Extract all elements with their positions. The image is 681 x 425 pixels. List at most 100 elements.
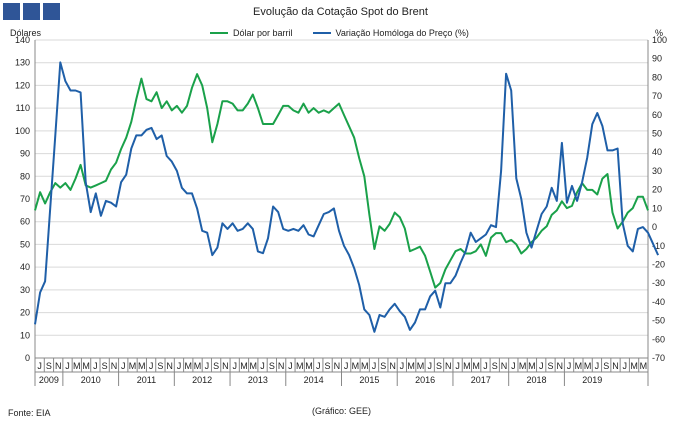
x-month-label: M [472, 361, 480, 371]
x-month-label: J [177, 361, 182, 371]
x-month-label: J [149, 361, 154, 371]
y-left-tick-label: 110 [16, 103, 30, 113]
header-square [3, 3, 20, 20]
y-left-tick-label: 130 [15, 58, 30, 68]
x-month-label: N [222, 361, 229, 371]
header-square [43, 3, 60, 20]
x-month-label: J [372, 361, 377, 371]
x-month-label: J [37, 361, 42, 371]
x-month-label: M [194, 361, 202, 371]
y-right-tick-label: 90 [652, 54, 662, 64]
y-right-tick-label: 30 [652, 166, 662, 176]
x-year-label: 2018 [527, 375, 547, 385]
x-year-label: 2013 [248, 375, 268, 385]
y-left-tick-label: 80 [20, 171, 30, 181]
y-right-tick-label: 80 [652, 72, 662, 82]
x-year-label: 2015 [359, 375, 379, 385]
x-month-label: J [483, 361, 488, 371]
y-right-tick-label: 100 [652, 35, 667, 45]
x-month-label: J [65, 361, 70, 371]
y-left-tick-label: 60 [20, 217, 30, 227]
x-month-label: M [417, 361, 425, 371]
x-month-label: M [361, 361, 369, 371]
x-month-label: N [612, 361, 619, 371]
x-year-label: 2012 [192, 375, 212, 385]
y-right-tick-label: -40 [652, 297, 665, 307]
x-month-label: J [623, 361, 628, 371]
y-right-tick-label: -50 [652, 316, 665, 326]
x-month-label: N [557, 361, 564, 371]
x-month-label: M [250, 361, 258, 371]
y-left-tick-label: 70 [20, 194, 30, 204]
x-month-label: M [575, 361, 583, 371]
x-month-label: J [121, 361, 126, 371]
y-left-tick-label: 20 [20, 308, 30, 318]
x-month-label: M [630, 361, 638, 371]
series-line-price [34, 73, 649, 289]
header-squares [3, 3, 60, 20]
x-month-label: M [519, 361, 527, 371]
left-axis-unit: Dólares [10, 28, 42, 38]
x-month-label: S [46, 361, 52, 371]
x-month-label: S [102, 361, 108, 371]
legend-swatch-price [210, 32, 228, 34]
x-year-label: 2016 [415, 375, 435, 385]
y-left-tick-label: 90 [20, 149, 30, 159]
y-left-tick-label: 40 [20, 262, 30, 272]
y-right-tick-label: 40 [652, 147, 662, 157]
legend-item-variation: Variação Homóloga do Preço (%) [312, 28, 469, 38]
x-month-label: S [325, 361, 331, 371]
x-month-label: M [463, 361, 471, 371]
y-right-tick-label: 10 [652, 203, 662, 213]
x-month-label: N [334, 361, 341, 371]
y-left-tick-label: 10 [20, 330, 30, 340]
legend-item-price: Dólar por barril [210, 28, 293, 38]
x-month-label: S [492, 361, 498, 371]
y-left-tick-label: 120 [15, 80, 30, 90]
x-month-label: M [296, 361, 304, 371]
x-month-label: J [595, 361, 600, 371]
series-line-variation [34, 61, 660, 333]
x-month-label: J [511, 361, 516, 371]
x-month-label: S [269, 361, 275, 371]
x-month-label: J [288, 361, 293, 371]
y-right-tick-label: 50 [652, 129, 662, 139]
x-month-label: J [232, 361, 237, 371]
x-month-label: N [501, 361, 508, 371]
x-month-label: J [344, 361, 349, 371]
x-month-label: M [138, 361, 146, 371]
x-month-label: M [407, 361, 415, 371]
x-month-label: N [445, 361, 452, 371]
y-left-tick-label: 140 [15, 35, 30, 45]
x-year-label: 2014 [304, 375, 324, 385]
y-right-tick-label: -20 [652, 259, 665, 269]
y-left-tick-label: 30 [20, 285, 30, 295]
x-month-label: M [73, 361, 81, 371]
x-month-label: S [603, 361, 609, 371]
x-month-label: J [93, 361, 98, 371]
x-month-label: N [111, 361, 118, 371]
x-month-label: J [260, 361, 265, 371]
x-month-label: S [157, 361, 163, 371]
x-year-label: 2011 [137, 375, 156, 385]
x-month-label: M [82, 361, 90, 371]
x-month-label: J [400, 361, 405, 371]
legend-swatch-variation [312, 32, 331, 34]
x-month-label: J [455, 361, 460, 371]
x-month-label: M [528, 361, 536, 371]
x-month-label: M [640, 361, 648, 371]
x-month-label: J [205, 361, 210, 371]
credit-note: (Gráfico: GEE) [312, 406, 372, 416]
y-right-tick-label: -30 [652, 278, 665, 288]
x-month-label: J [316, 361, 321, 371]
y-right-tick-label: 60 [652, 110, 662, 120]
x-month-label: S [547, 361, 553, 371]
y-left-tick-label: 50 [20, 239, 30, 249]
legend-label-price: Dólar por barril [233, 28, 293, 38]
x-month-label: N [166, 361, 173, 371]
source-note: Fonte: EIA [8, 408, 51, 418]
y-right-tick-label: 70 [652, 91, 662, 101]
legend-label-variation: Variação Homóloga do Preço (%) [335, 28, 469, 38]
x-month-label: M [352, 361, 360, 371]
